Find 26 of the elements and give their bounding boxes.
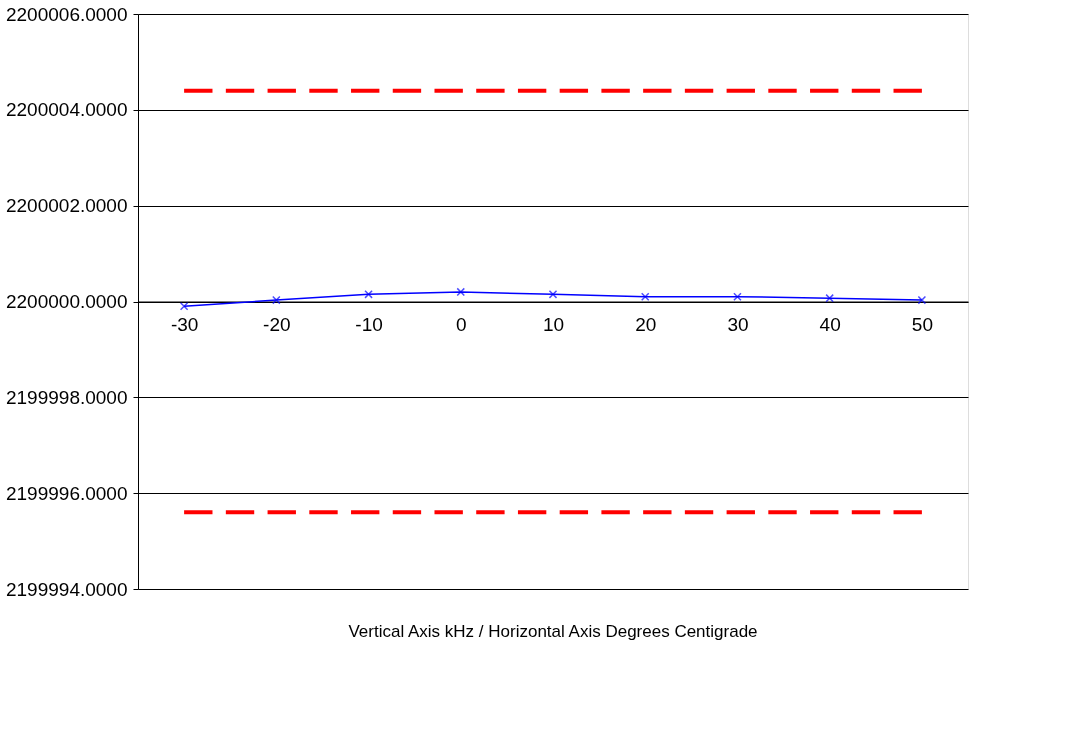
- x-tick-label: 10: [542, 314, 565, 335]
- y-tick-label: 2200000.0000: [5, 291, 128, 312]
- y-tick-label: 2200004.0000: [5, 99, 128, 121]
- point: [825, 293, 834, 303]
- point: [456, 287, 466, 297]
- point: [733, 292, 742, 301]
- point: [548, 290, 558, 299]
- y-tick-label: 2199996.0000: [5, 482, 128, 504]
- y-tick-label: 2200006.0000: [5, 3, 128, 25]
- x-tick-label: -30: [170, 314, 199, 335]
- point: [272, 295, 281, 305]
- x-tick-label: 40: [819, 314, 841, 335]
- x-tick-label: -10: [355, 314, 383, 335]
- point: [179, 302, 189, 311]
- x-tick-label: -20: [263, 314, 291, 335]
- y-tick-label: 2199994.0000: [5, 578, 128, 600]
- x-tick-label: 20: [635, 314, 657, 335]
- point: [640, 292, 650, 301]
- x-tick-label: 30: [727, 314, 749, 335]
- point: [364, 290, 373, 299]
- x-tick-label: 50: [911, 314, 933, 335]
- x-tick-label: 0: [455, 314, 467, 335]
- point: [917, 295, 927, 305]
- text: Vertical Axis kHz / Horizontal Axis Degrees Centigrade: [348, 622, 758, 641]
- y-tick-label: 2200002.0000: [5, 195, 128, 217]
- y-tick-label: 2199998.0000: [5, 386, 128, 408]
